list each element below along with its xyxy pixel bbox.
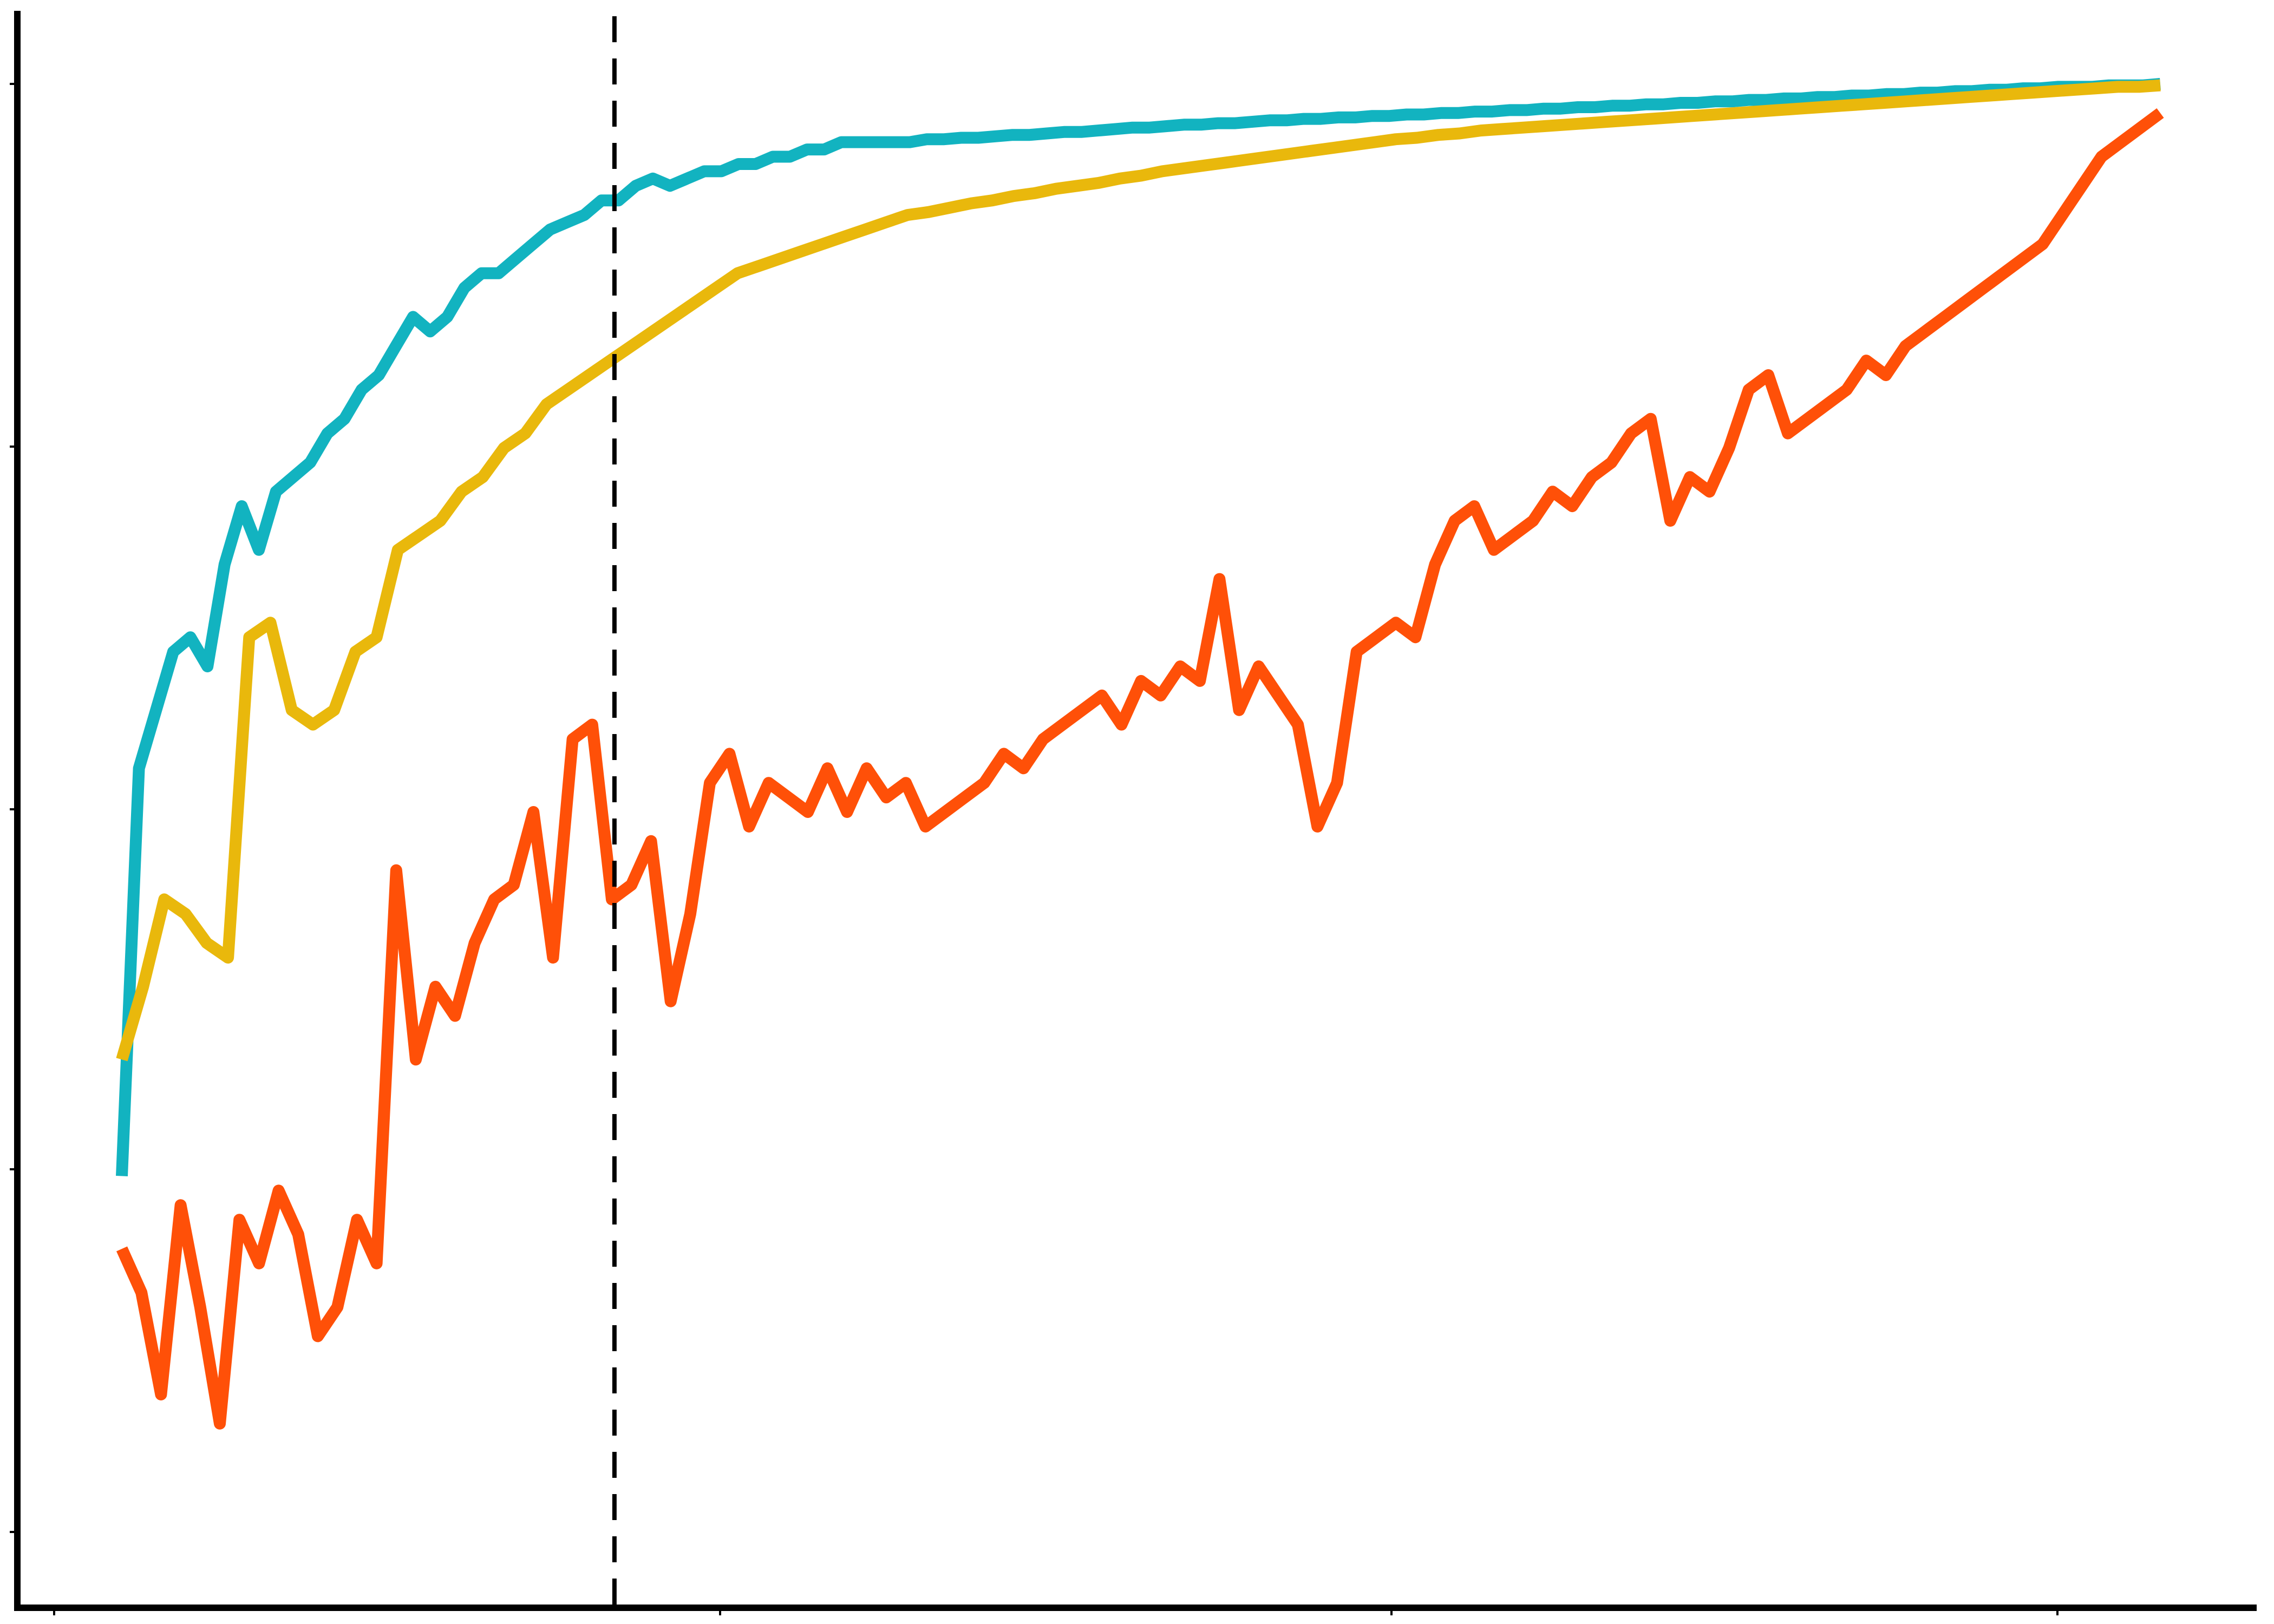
series-lines [116, 78, 2164, 1430]
axes [10, 11, 2257, 1615]
series-line-1 [116, 79, 2161, 1062]
series-line-2 [116, 108, 2164, 1430]
series-line-0 [116, 78, 2161, 1176]
